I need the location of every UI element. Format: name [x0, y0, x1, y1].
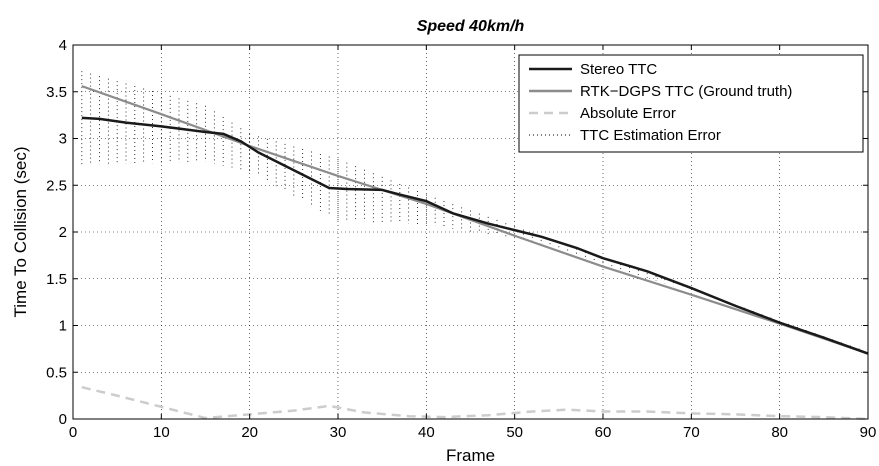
legend: Stereo TTC RTK−DGPS TTC (Ground truth) Abs… — [518, 54, 864, 153]
x-tick-label: 10 — [153, 424, 170, 441]
y-axis-label: Time To Collision (sec) — [11, 147, 30, 318]
legend-box — [518, 54, 864, 153]
y-tick-label: 1.5 — [46, 271, 67, 288]
y-tick-label: 1 — [59, 318, 67, 335]
legend-label: Stereo TTC — [580, 61, 657, 78]
x-tick-label: 70 — [683, 424, 700, 441]
x-tick-label: 0 — [69, 424, 77, 441]
legend-label: TTC Estimation Error — [580, 127, 721, 144]
legend-label: RTK−DGPS TTC (Ground truth) — [580, 83, 792, 100]
y-tick-label: 3.5 — [46, 84, 67, 101]
legend-label: Absolute Error — [580, 105, 676, 122]
axis-ticks: 0 10 20 30 40 50 60 70 80 90 0 0.5 1 1.5 2 2.5 3 3.5 4 — [46, 37, 876, 441]
y-tick-label: 0.5 — [46, 364, 67, 381]
series-line-absolute-error — [81, 385, 869, 421]
y-tick-label: 3 — [59, 131, 67, 148]
x-tick-label: 60 — [595, 424, 612, 441]
x-tick-label: 90 — [860, 424, 877, 441]
x-tick-label: 30 — [330, 424, 347, 441]
series-line-rtk-dgps-ttc-ground-truth — [81, 85, 869, 355]
y-tick-label: 0 — [59, 411, 67, 428]
x-tick-label: 40 — [418, 424, 435, 441]
x-tick-label: 50 — [506, 424, 523, 441]
x-axis-label: Frame — [446, 446, 495, 465]
series-layer — [81, 85, 869, 421]
x-tick-label: 80 — [771, 424, 788, 441]
chart-title: Speed 40km/h — [417, 18, 525, 35]
series-line-stereo-ttc — [81, 116, 869, 355]
y-tick-label: 2 — [59, 224, 67, 241]
y-tick-label: 4 — [59, 37, 67, 54]
x-tick-label: 20 — [241, 424, 258, 441]
y-tick-label: 2.5 — [46, 177, 67, 194]
